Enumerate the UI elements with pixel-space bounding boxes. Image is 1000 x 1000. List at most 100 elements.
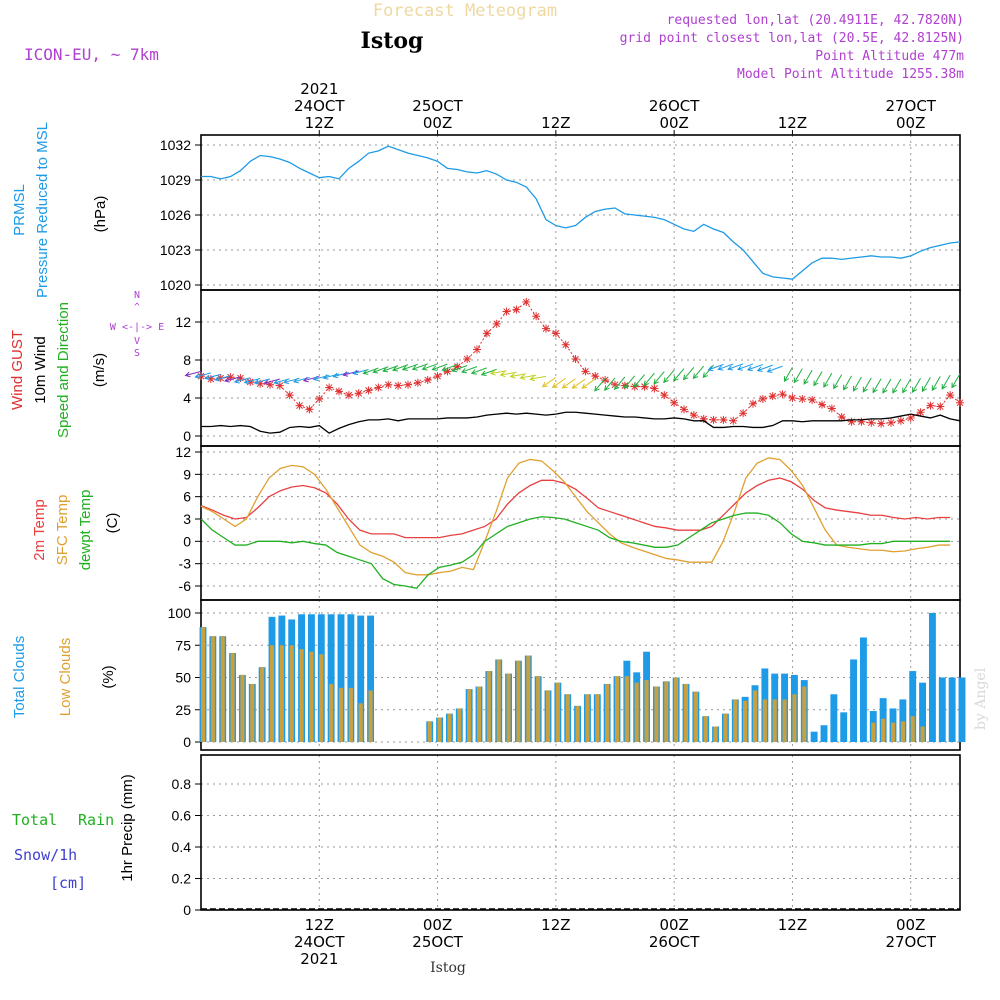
wind-gust-marker bbox=[374, 383, 383, 392]
xtick-label-bottom: 00Z bbox=[423, 916, 452, 934]
wind-gust-marker bbox=[206, 375, 215, 383]
low-clouds-bar bbox=[240, 674, 245, 742]
ytick-label: 6 bbox=[183, 489, 191, 505]
wind-gust-line bbox=[200, 301, 961, 425]
wind-10m-label: 10m Wind bbox=[32, 336, 49, 404]
wind-gust-marker bbox=[778, 390, 787, 399]
wind-direction-arrow bbox=[214, 375, 231, 382]
wind-gust-marker bbox=[798, 394, 807, 403]
wind-gust-marker bbox=[463, 355, 472, 364]
ytick-label: 0.2 bbox=[172, 871, 192, 887]
temp-dew-label: dewpt Temp bbox=[77, 490, 94, 571]
compass-n-arrow: ^ bbox=[134, 302, 140, 313]
total-clouds-bar bbox=[347, 614, 355, 742]
ytick-label: 0.6 bbox=[172, 808, 192, 824]
wind-gust-marker bbox=[719, 415, 728, 424]
location-title: Istog bbox=[361, 28, 424, 54]
wind-direction-arrow bbox=[519, 374, 537, 381]
wind-direction-arrow bbox=[682, 366, 695, 381]
wind-gust-marker bbox=[709, 415, 718, 424]
low-clouds-bar bbox=[230, 652, 235, 742]
wind-gust-marker bbox=[581, 367, 590, 376]
wind-gust-marker bbox=[936, 402, 945, 411]
wind-gust-marker bbox=[344, 391, 353, 400]
wind-direction-arrow bbox=[460, 366, 478, 374]
panel-frame-pressure bbox=[200, 134, 961, 291]
low-clouds-bar bbox=[526, 655, 531, 742]
low-clouds-bar bbox=[260, 667, 265, 742]
wind-gust-marker bbox=[916, 408, 925, 417]
wind-gust-marker bbox=[739, 409, 748, 418]
low-clouds-bar bbox=[752, 690, 758, 742]
temp-dewpt-line bbox=[200, 512, 951, 589]
wind-gust-label: Wind GUST bbox=[9, 330, 26, 410]
low-clouds-bar bbox=[762, 699, 767, 742]
xtick-label-top: 26OCT bbox=[649, 97, 700, 115]
ytick-label: 1032 bbox=[160, 137, 191, 153]
total-clouds-bar bbox=[958, 677, 966, 742]
wind-direction-arrow bbox=[233, 377, 251, 384]
wind-gust-marker bbox=[680, 405, 688, 414]
wind-direction-arrow bbox=[633, 374, 645, 388]
total-clouds-bar bbox=[357, 615, 365, 742]
ytick-label: 1029 bbox=[160, 172, 191, 188]
requested-coords: requested lon,lat (20.4911E, 42.7820N) bbox=[667, 13, 964, 28]
xtick-label-bottom: 25OCT bbox=[412, 933, 463, 951]
wind-unit: (m/s) bbox=[91, 353, 108, 387]
wind-gust-marker bbox=[837, 413, 846, 421]
temp-sfc-line bbox=[200, 457, 951, 576]
wind-gust-marker bbox=[906, 413, 915, 422]
xtick-label-bottom: 24OCT bbox=[294, 933, 345, 951]
wind-direction-arrow bbox=[223, 376, 241, 383]
ytick-label: 50 bbox=[175, 670, 191, 686]
low-clouds-bar bbox=[614, 676, 620, 742]
wind-gust-marker bbox=[857, 417, 866, 426]
total-clouds-bar bbox=[337, 614, 345, 742]
ytick-label: 12 bbox=[175, 314, 191, 330]
wind-direction-arrow bbox=[921, 377, 931, 393]
low-clouds-bar bbox=[250, 683, 255, 742]
low-clouds-bar bbox=[200, 627, 206, 742]
ytick-label: 3 bbox=[183, 511, 191, 527]
wind-gust-marker bbox=[266, 380, 274, 389]
low-clouds-bar bbox=[368, 690, 373, 742]
wind-gust-marker bbox=[256, 379, 265, 388]
wind-direction-arrow bbox=[470, 367, 488, 375]
wind-gust-marker bbox=[650, 384, 659, 393]
snow-label: Snow/1h bbox=[14, 846, 77, 864]
total-clouds-bar bbox=[850, 659, 858, 742]
low-clouds-bar bbox=[348, 687, 353, 742]
wind-gust-marker bbox=[394, 381, 403, 390]
wind-direction-arrow bbox=[912, 377, 922, 393]
wind-gust-marker bbox=[236, 374, 245, 383]
low-clouds-bar bbox=[437, 717, 442, 742]
wind-direction-arrow bbox=[529, 375, 547, 382]
pressure-series-line bbox=[201, 145, 961, 280]
low-clouds-bar bbox=[555, 682, 560, 742]
low-clouds-bar bbox=[624, 676, 629, 742]
xtick-label-top: 27OCT bbox=[885, 97, 936, 115]
wind-gust-marker bbox=[818, 400, 826, 409]
wind-gust-marker bbox=[275, 381, 284, 390]
low-clouds-bar bbox=[674, 677, 679, 742]
compass-s-arrow: V bbox=[134, 336, 140, 347]
panel-frame-wind bbox=[200, 289, 961, 447]
wind-gust-marker bbox=[551, 329, 560, 338]
pressure-unit: (hPa) bbox=[92, 196, 109, 233]
wind-direction-arrow bbox=[623, 375, 636, 389]
wind-gust-marker bbox=[512, 305, 521, 314]
wind-gust-marker bbox=[453, 362, 462, 371]
low-clouds-bar bbox=[585, 694, 590, 742]
wind-gust-marker bbox=[660, 391, 669, 400]
wind-direction-arrow bbox=[663, 369, 675, 384]
wind-direction-arrow bbox=[451, 365, 468, 373]
total-clouds-bar bbox=[909, 671, 917, 742]
wind-direction-arrow bbox=[332, 371, 349, 379]
wind-direction-arrow bbox=[541, 377, 557, 388]
wind-gust-marker bbox=[404, 380, 412, 389]
ytick-label: 0 bbox=[183, 428, 191, 444]
wind-dir-label: Speed and Direction bbox=[55, 302, 72, 438]
wind-gust-marker bbox=[482, 329, 491, 338]
total-clouds-bar bbox=[938, 677, 946, 742]
